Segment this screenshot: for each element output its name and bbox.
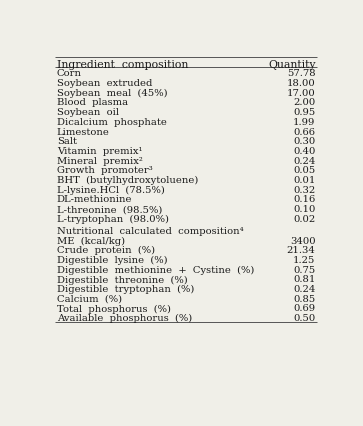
Text: Soybean  oil: Soybean oil <box>57 108 119 117</box>
Text: 1.25: 1.25 <box>293 256 315 265</box>
Text: 0.01: 0.01 <box>293 176 315 184</box>
Text: Total  phosphorus  (%): Total phosphorus (%) <box>57 304 171 313</box>
Text: Mineral  premix²: Mineral premix² <box>57 156 143 165</box>
Text: DL-methionine: DL-methionine <box>57 195 132 204</box>
Text: 0.10: 0.10 <box>293 204 315 213</box>
Text: L-threonine  (98.5%): L-threonine (98.5%) <box>57 204 162 213</box>
Text: Digestible  lysine  (%): Digestible lysine (%) <box>57 256 167 265</box>
Text: Digestible  methionine  +  Cystine  (%): Digestible methionine + Cystine (%) <box>57 265 254 274</box>
Text: 0.85: 0.85 <box>293 294 315 303</box>
Text: Corn: Corn <box>57 69 82 78</box>
Text: Calcium  (%): Calcium (%) <box>57 294 122 303</box>
Text: 0.50: 0.50 <box>293 314 315 322</box>
Text: 17.00: 17.00 <box>287 89 315 98</box>
Text: Soybean  meal  (45%): Soybean meal (45%) <box>57 89 167 98</box>
Text: Nutritional  calculated  composition⁴: Nutritional calculated composition⁴ <box>57 226 243 235</box>
Text: Ingredient  composition: Ingredient composition <box>57 60 188 70</box>
Text: Vitamin  premix¹: Vitamin premix¹ <box>57 147 142 155</box>
Text: ME  (kcal/kg): ME (kcal/kg) <box>57 236 125 245</box>
Text: Soybean  extruded: Soybean extruded <box>57 79 152 88</box>
Text: 0.81: 0.81 <box>293 275 315 284</box>
Text: 3400: 3400 <box>290 236 315 245</box>
Text: 0.95: 0.95 <box>293 108 315 117</box>
Text: 0.75: 0.75 <box>293 265 315 274</box>
Text: 21.34: 21.34 <box>286 246 315 255</box>
Text: 0.02: 0.02 <box>293 214 315 223</box>
Text: Dicalcium  phosphate: Dicalcium phosphate <box>57 118 167 127</box>
Text: 57.78: 57.78 <box>287 69 315 78</box>
Text: 0.05: 0.05 <box>293 166 315 175</box>
Text: 0.69: 0.69 <box>293 304 315 313</box>
Text: L-lysine.HCl  (78.5%): L-lysine.HCl (78.5%) <box>57 185 164 194</box>
Text: Growth  promoter³: Growth promoter³ <box>57 166 152 175</box>
Text: Available  phosphorus  (%): Available phosphorus (%) <box>57 314 192 322</box>
Text: Digestible  tryptophan  (%): Digestible tryptophan (%) <box>57 285 194 294</box>
Text: Blood  plasma: Blood plasma <box>57 98 128 107</box>
Text: 0.30: 0.30 <box>293 137 315 146</box>
Text: Quantity: Quantity <box>268 60 315 70</box>
Text: 0.16: 0.16 <box>293 195 315 204</box>
Text: 18.00: 18.00 <box>287 79 315 88</box>
Text: L-tryptophan  (98.0%): L-tryptophan (98.0%) <box>57 214 169 223</box>
Text: 2.00: 2.00 <box>293 98 315 107</box>
Text: 1.99: 1.99 <box>293 118 315 127</box>
Text: 0.24: 0.24 <box>293 156 315 165</box>
Text: Crude  protein  (%): Crude protein (%) <box>57 246 155 255</box>
Text: 0.66: 0.66 <box>293 127 315 136</box>
Text: 0.24: 0.24 <box>293 285 315 294</box>
Text: BHT  (butylhydroxytoluene): BHT (butylhydroxytoluene) <box>57 176 198 185</box>
Text: Limestone: Limestone <box>57 127 110 136</box>
Text: 0.32: 0.32 <box>293 185 315 194</box>
Text: Digestible  threonine  (%): Digestible threonine (%) <box>57 275 187 284</box>
Text: 0.40: 0.40 <box>293 147 315 155</box>
Text: Salt: Salt <box>57 137 77 146</box>
